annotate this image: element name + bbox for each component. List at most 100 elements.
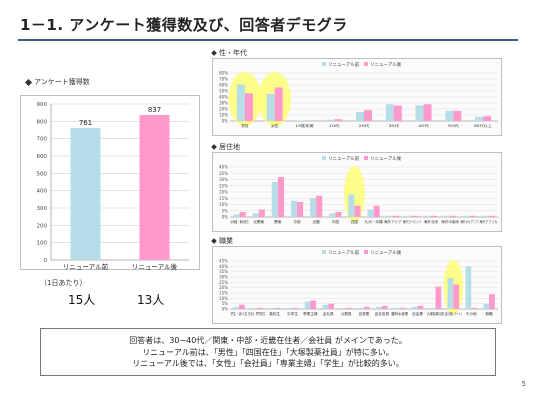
y-tick-label: 60% <box>219 83 228 88</box>
y-tick-label: 20% <box>219 190 228 195</box>
main-chart-title: アンケート獲得数 <box>34 78 90 86</box>
page-title: 1－1. アンケート獲得数及び、回答者デモグラ <box>20 16 348 34</box>
bar <box>431 215 438 217</box>
bar <box>386 215 393 217</box>
main-chart-frame: 0 100 200 300 400 500 600 700 800 900 761 リニューアル前 83… <box>20 95 200 271</box>
title-underline <box>18 39 518 41</box>
bar <box>488 215 495 217</box>
x-tick-label: 北海道・東北地方 <box>231 219 249 224</box>
x-tick-label: 10代 <box>329 123 340 128</box>
x-tick-label: 農林水産業 <box>391 311 408 316</box>
x-tick-label: 四国 <box>351 219 359 224</box>
legend-label: リニューアル後 <box>370 249 402 256</box>
y-tick-label: 900 <box>37 102 48 108</box>
gender-age-title: 性・年代 <box>219 49 247 57</box>
region-chart: 0% 5%10%15%20% 25%30%35%40% リニューアル前 リニューアル後北… <box>219 155 498 224</box>
y-tick-label: 40% <box>219 264 228 269</box>
x-tick-label: 30代 <box>388 123 399 128</box>
y-tick-label: 700 <box>37 137 48 143</box>
y-tick-label: 20% <box>219 107 228 112</box>
x-tick-label: 自営業 <box>359 311 370 316</box>
bar <box>244 93 253 121</box>
gender-age-chart: 0%10%20%30%40%50%60%70%80% リニューアル前 リニューアル後… <box>219 61 498 128</box>
bar <box>251 307 257 309</box>
x-tick-label: リニューアル後 <box>132 262 178 271</box>
occupation-label: 職業 <box>211 236 233 246</box>
bar <box>424 215 431 217</box>
legend-label: リニューアル前 <box>328 249 360 256</box>
bar <box>364 306 370 309</box>
y-tick-label: 10% <box>219 113 228 118</box>
bar <box>354 205 361 217</box>
bar <box>423 104 432 121</box>
x-tick-label: 近畿 <box>313 219 321 224</box>
x-tick-label: 海外オセアニア <box>460 219 478 224</box>
page-number: 5 <box>521 380 526 388</box>
bar <box>453 284 460 309</box>
y-tick-label: 0% <box>222 119 229 124</box>
bar <box>471 307 477 309</box>
bar <box>292 307 299 309</box>
y-tick-label: 50% <box>219 89 228 94</box>
x-tick-label: 40代 <box>418 123 429 128</box>
occupation-frame: 0% 5% 10% 15% 20% 25% 30% 35% 40% 45% リニューアル前 リニューア… <box>212 246 502 324</box>
x-tick-label: 海外ヨーロッパ <box>403 219 421 224</box>
y-tick-label: 30% <box>219 275 228 280</box>
bar <box>489 294 495 309</box>
bar <box>358 307 364 309</box>
bar <box>450 215 457 217</box>
legend-label: リニューアル前 <box>328 61 360 68</box>
bar <box>310 198 317 217</box>
x-tick-label: 専業主婦 <box>303 311 318 316</box>
summary-box: 回答者は、30−40代／関東・中部・近畿在住者／会社員 がメインであった。 リニ… <box>40 328 496 376</box>
bar <box>274 307 281 309</box>
x-tick-label: 中部 <box>293 219 301 224</box>
diamond-icon <box>24 78 33 86</box>
bar <box>376 306 382 309</box>
main-chart: 0 100 200 300 400 500 600 700 800 900 761 リニューアル前 83… <box>37 102 189 271</box>
bar <box>329 213 336 217</box>
bar <box>373 205 380 217</box>
bar <box>238 304 245 309</box>
bar <box>348 194 355 217</box>
summary-line-3: リニューアル後では、「女性」「会社員」「専業主婦」「学生」が比較的多い。 <box>132 359 404 368</box>
y-tick-label: 0% <box>222 215 229 220</box>
bar <box>290 200 297 217</box>
bar <box>483 116 492 121</box>
x-tick-label: 無職 <box>485 311 493 316</box>
x-tick-label: 海外中南米 <box>441 219 459 224</box>
gender-age-frame: 0% 10% 20% 30% 40% 50% 60% 70% 80% リニューアル前 リニューアル後… <box>212 58 502 136</box>
y-tick-label: 400 <box>37 189 48 195</box>
bar <box>316 195 323 217</box>
bar <box>483 303 490 309</box>
x-tick-label: 短大生・専門学校生 <box>248 311 265 316</box>
occupation-title: 職業 <box>219 237 233 245</box>
y-tick-label: 10% <box>219 296 228 301</box>
summary-line-2: リニューアル前は、「男性」「四国在住」「大塚製薬社員」が特に多い。 <box>142 347 394 357</box>
x-tick-label: 会社員(パート) <box>445 311 462 316</box>
y-tick-label: 30% <box>219 101 228 106</box>
bar <box>453 110 462 121</box>
y-tick-label: 20% <box>219 285 228 290</box>
x-tick-label: 中学生 <box>287 311 298 316</box>
y-tick-label: 800 <box>37 119 48 125</box>
main-chart-label: アンケート獲得数 <box>24 77 90 87</box>
y-tick-label: 300 <box>37 206 48 212</box>
bar <box>429 307 436 309</box>
data-label: 837 <box>148 106 161 114</box>
bar <box>239 212 246 217</box>
x-tick-label: 北関東 <box>253 219 264 224</box>
per-day-before: 15人 <box>68 293 96 307</box>
bar <box>266 94 275 121</box>
per-day-after: 13人 <box>137 293 165 307</box>
bar <box>252 213 259 217</box>
bar <box>463 215 470 217</box>
x-tick-label: 大塚製薬社員 <box>427 311 444 316</box>
y-tick-label: 100 <box>37 241 48 247</box>
bar <box>469 215 476 217</box>
diamond-icon <box>211 50 217 56</box>
bar <box>415 105 424 121</box>
bar <box>236 84 245 121</box>
bar <box>274 87 283 121</box>
bar <box>356 112 364 121</box>
